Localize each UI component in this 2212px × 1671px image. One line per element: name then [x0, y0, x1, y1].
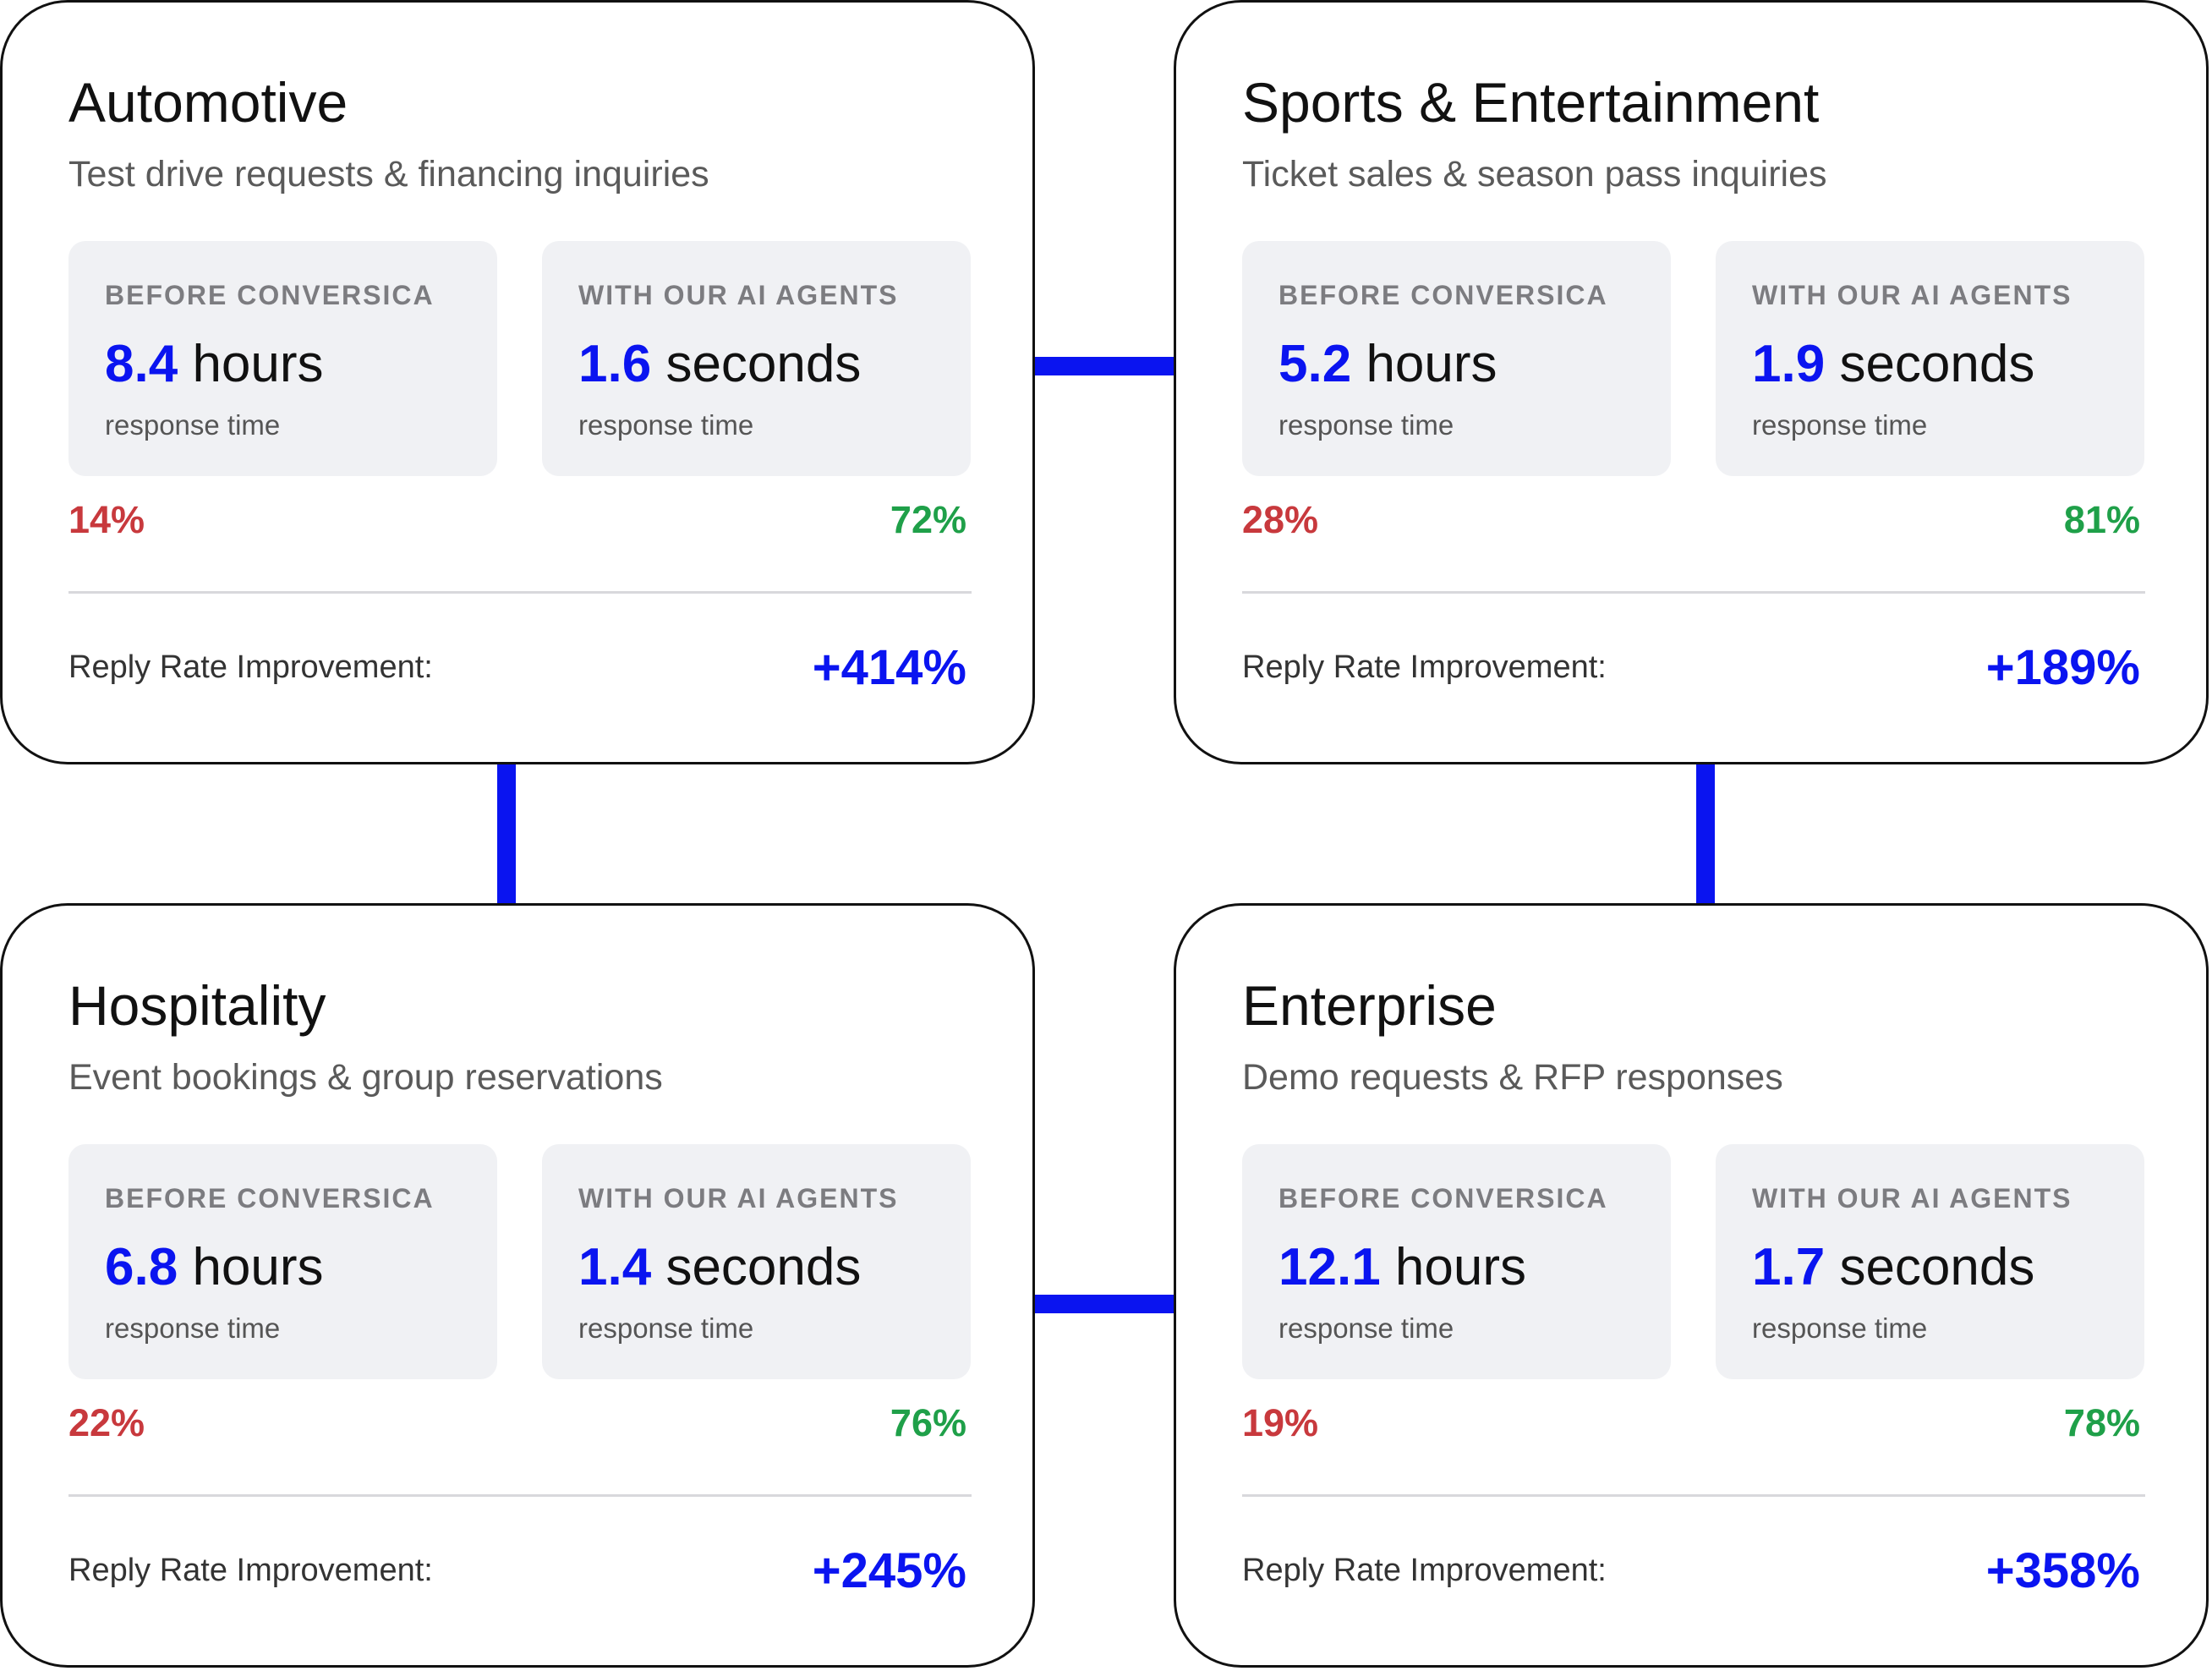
card-title: Automotive — [68, 71, 348, 134]
after-response-number: 1.7 — [1752, 1238, 1826, 1296]
after-label: WITH OUR AI AGENTS — [578, 280, 899, 310]
after-label: WITH OUR AI AGENTS — [1752, 1183, 2072, 1214]
after-response-unit: seconds — [665, 335, 862, 393]
before-caption: response time — [105, 409, 281, 441]
divider — [1242, 591, 2145, 594]
before-metric-box: BEFORE CONVERSICA 12.1 hours response ti… — [1242, 1144, 1671, 1379]
after-percentage: 76% — [890, 1401, 966, 1444]
before-caption: response time — [1278, 409, 1454, 441]
after-caption: response time — [578, 1312, 754, 1344]
before-response-unit: hours — [1394, 1238, 1526, 1296]
card-title: Enterprise — [1242, 974, 1497, 1037]
divider — [1242, 1494, 2145, 1497]
after-response-time: 1.7 seconds — [1752, 1237, 2034, 1298]
after-response-number: 1.9 — [1752, 335, 1826, 393]
card-title: Hospitality — [68, 974, 326, 1037]
before-caption: response time — [105, 1312, 281, 1344]
improvement-value: +245% — [812, 1543, 966, 1598]
before-label: BEFORE CONVERSICA — [1278, 280, 1608, 310]
connector-automotive-hospitality — [497, 764, 516, 903]
before-percentage: 22% — [68, 1401, 145, 1444]
before-response-time: 5.2 hours — [1278, 334, 1497, 395]
before-percentage: 28% — [1242, 498, 1319, 541]
improvement-label: Reply Rate Improvement: — [68, 1553, 433, 1588]
after-percentage: 81% — [2063, 498, 2140, 541]
after-response-number: 1.4 — [578, 1238, 652, 1296]
improvement-value: +358% — [1985, 1543, 2140, 1598]
before-response-unit: hours — [192, 1238, 324, 1296]
after-response-time: 1.6 seconds — [578, 334, 861, 395]
divider — [68, 591, 972, 594]
after-caption: response time — [1752, 409, 1928, 441]
before-response-unit: hours — [1366, 335, 1497, 393]
before-response-number: 6.8 — [105, 1238, 178, 1296]
after-metric-box: WITH OUR AI AGENTS 1.6 seconds response … — [542, 241, 971, 476]
before-response-time: 6.8 hours — [105, 1237, 324, 1298]
divider — [68, 1494, 972, 1497]
card-automotive: Automotive Test drive requests & financi… — [0, 0, 1035, 764]
connector-hospitality-enterprise — [1035, 1295, 1177, 1313]
after-metric-box: WITH OUR AI AGENTS 1.4 seconds response … — [542, 1144, 971, 1379]
before-response-unit: hours — [192, 335, 324, 393]
after-response-unit: seconds — [1839, 1238, 2035, 1296]
card-subtitle: Demo requests & RFP responses — [1242, 1057, 1783, 1098]
after-percentage: 72% — [890, 498, 966, 541]
before-percentage: 19% — [1242, 1401, 1319, 1444]
after-response-time: 1.4 seconds — [578, 1237, 861, 1298]
before-caption: response time — [1278, 1312, 1454, 1344]
after-response-time: 1.9 seconds — [1752, 334, 2034, 395]
before-response-number: 8.4 — [105, 335, 178, 393]
before-label: BEFORE CONVERSICA — [1278, 1183, 1608, 1214]
card-enterprise: Enterprise Demo requests & RFP responses… — [1174, 903, 2209, 1668]
after-response-unit: seconds — [1839, 335, 2035, 393]
after-label: WITH OUR AI AGENTS — [578, 1183, 899, 1214]
card-subtitle: Event bookings & group reservations — [68, 1057, 663, 1098]
before-response-time: 12.1 hours — [1278, 1237, 1526, 1298]
before-metric-box: BEFORE CONVERSICA 5.2 hours response tim… — [1242, 241, 1671, 476]
after-response-unit: seconds — [665, 1238, 862, 1296]
after-caption: response time — [578, 409, 754, 441]
before-response-number: 12.1 — [1278, 1238, 1381, 1296]
card-subtitle: Test drive requests & financing inquirie… — [68, 154, 709, 194]
after-percentage: 78% — [2063, 1401, 2140, 1444]
card-sports-entertainment: Sports & Entertainment Ticket sales & se… — [1174, 0, 2209, 764]
before-metric-box: BEFORE CONVERSICA 8.4 hours response tim… — [68, 241, 497, 476]
after-label: WITH OUR AI AGENTS — [1752, 280, 2072, 310]
after-caption: response time — [1752, 1312, 1928, 1344]
connector-automotive-sports — [1035, 357, 1177, 375]
improvement-label: Reply Rate Improvement: — [1242, 1553, 1607, 1588]
card-subtitle: Ticket sales & season pass inquiries — [1242, 154, 1827, 194]
after-metric-box: WITH OUR AI AGENTS 1.7 seconds response … — [1716, 1144, 2144, 1379]
before-response-time: 8.4 hours — [105, 334, 324, 395]
before-label: BEFORE CONVERSICA — [105, 280, 435, 310]
after-metric-box: WITH OUR AI AGENTS 1.9 seconds response … — [1716, 241, 2144, 476]
after-response-number: 1.6 — [578, 335, 652, 393]
before-response-number: 5.2 — [1278, 335, 1352, 393]
improvement-label: Reply Rate Improvement: — [68, 649, 433, 685]
card-hospitality: Hospitality Event bookings & group reser… — [0, 903, 1035, 1668]
improvement-label: Reply Rate Improvement: — [1242, 649, 1607, 685]
card-title: Sports & Entertainment — [1242, 71, 1820, 134]
before-metric-box: BEFORE CONVERSICA 6.8 hours response tim… — [68, 1144, 497, 1379]
before-percentage: 14% — [68, 498, 145, 541]
improvement-value: +189% — [1985, 640, 2140, 695]
improvement-value: +414% — [812, 640, 966, 695]
connector-sports-enterprise — [1696, 764, 1715, 903]
before-label: BEFORE CONVERSICA — [105, 1183, 435, 1214]
